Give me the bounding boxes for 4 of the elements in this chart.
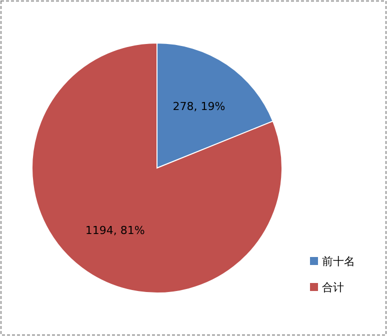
data-label: 278, 19% bbox=[172, 100, 226, 113]
data-label: 1194, 81% bbox=[85, 224, 145, 238]
legend-label: 合计 bbox=[322, 281, 344, 294]
legend-label: 前十名 bbox=[322, 255, 355, 268]
